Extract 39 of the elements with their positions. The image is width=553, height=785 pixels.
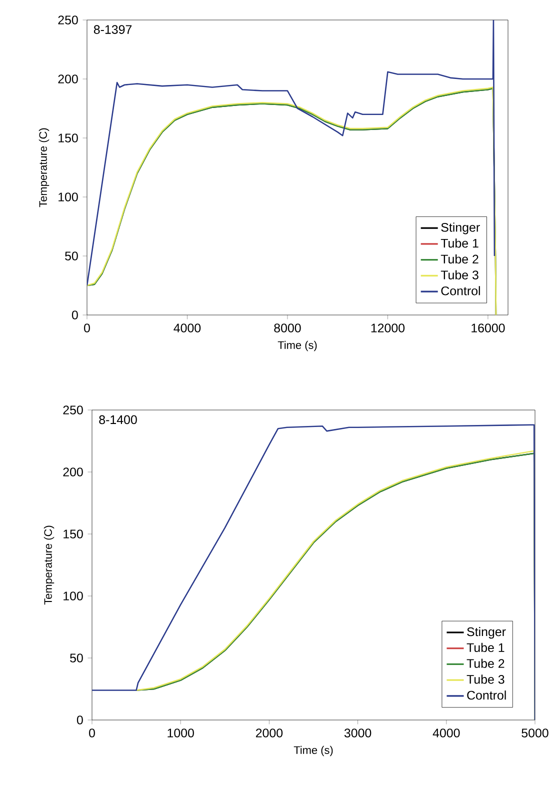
x-tick-label: 3000: [344, 728, 372, 738]
y-tick-label: 200: [58, 74, 78, 84]
x-tick-label: 0: [89, 728, 95, 738]
x-tick-label: 16000: [472, 324, 505, 332]
legend-label: Tube 1: [466, 642, 504, 652]
y-tick-label: 150: [64, 530, 83, 538]
y-tick-label: 200: [63, 468, 83, 476]
x-tick-label: 5000: [522, 728, 548, 738]
legend-label: Control: [441, 286, 480, 296]
y-axis-title: Temperature (C): [44, 526, 54, 605]
legend-label: Tube 2: [440, 254, 478, 264]
annotation: 8-1397: [94, 25, 132, 34]
y-tick-label: 50: [70, 654, 83, 662]
y-tick-label: 100: [58, 192, 78, 202]
y-tick-label: 50: [65, 252, 78, 260]
x-tick-label: 0: [84, 324, 90, 332]
y-tick-label: 250: [63, 406, 83, 414]
legend-label: Tube 3: [440, 270, 478, 280]
annotation: 8-1400: [99, 415, 137, 424]
x-tick-label: 1000: [168, 728, 194, 738]
x-tick-label: 2000: [256, 728, 283, 738]
y-tick-label: 250: [58, 16, 78, 24]
legend-label: Stinger: [441, 222, 480, 234]
legend-label: Control: [467, 690, 506, 700]
y-tick-label: 150: [58, 134, 78, 142]
y-tick-label: 100: [64, 592, 83, 600]
y-tick-label: 0: [72, 310, 78, 320]
y-axis-title: Temperature (C): [38, 128, 50, 208]
x-axis-title: Time (s): [294, 746, 333, 756]
x-tick-label: 8000: [274, 324, 301, 332]
legend-label: Tube 1: [440, 238, 478, 248]
x-tick-label: 12000: [371, 324, 405, 332]
y-tick-label: 0: [76, 716, 83, 724]
x-axis-title: Time (s): [278, 340, 317, 352]
x-tick-label: 4000: [432, 728, 460, 738]
legend-label: Stinger: [467, 627, 506, 639]
legend-label: Tube 3: [466, 674, 504, 684]
x-tick-label: 4000: [174, 324, 201, 332]
legend-label: Tube 2: [466, 658, 504, 668]
